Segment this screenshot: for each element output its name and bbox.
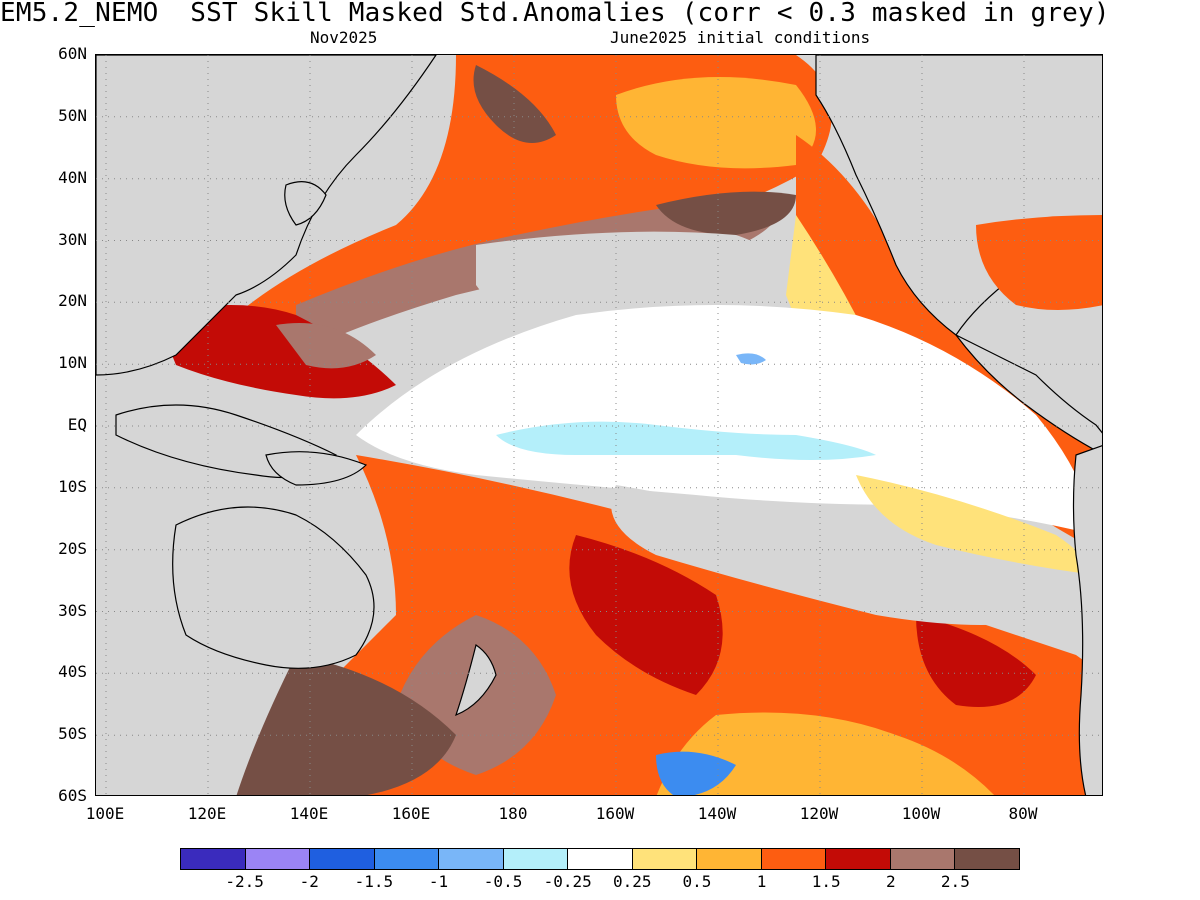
colorbar-tick-label: 1 — [756, 872, 767, 891]
colorbar-swatch — [826, 849, 891, 869]
southern-ocean-yellow — [656, 712, 995, 795]
australia-land — [172, 506, 375, 669]
new-guinea-land — [265, 451, 368, 486]
colorbar-tick-label: -0.25 — [543, 872, 592, 891]
lat-tick-label: 60S — [58, 786, 87, 805]
initial-conditions-label: June2025 initial conditions — [610, 28, 871, 47]
colorbar-tick-label: -0.5 — [483, 872, 523, 891]
north-pacific-brown-band — [473, 65, 556, 143]
lat-tick-label: 50S — [58, 724, 87, 744]
colorbar-swatch — [503, 849, 569, 869]
colorbar-swatch — [632, 849, 698, 869]
new-zealand-land — [455, 644, 497, 717]
lon-tick-label: 120W — [799, 804, 839, 823]
colorbar-swatch — [890, 849, 956, 869]
lat-tick-label: 10N — [58, 353, 87, 373]
lat-tick-label: 20S — [58, 538, 87, 558]
colorbar-tick-label: -2 — [299, 872, 319, 891]
colorbar-tick-label: 2 — [885, 872, 896, 891]
lat-tick-label: 40S — [58, 662, 87, 682]
lat-tick-label: 10S — [58, 476, 87, 496]
southern-ocean-brown — [236, 655, 456, 795]
lat-tick-label: 30N — [58, 229, 87, 249]
lat-tick-label: EQ — [67, 415, 87, 434]
lon-tick-label: 120E — [187, 804, 227, 823]
south-pacific-red-2 — [916, 615, 1036, 707]
colorbar-swatch — [568, 849, 633, 869]
lon-tick-label: 100E — [85, 804, 125, 823]
colorbar-swatch — [310, 849, 375, 869]
colorbar-tick-label: 2.5 — [940, 872, 970, 891]
colorbar-swatch — [955, 849, 1019, 869]
central-america-land — [955, 334, 1102, 455]
japan-land — [284, 181, 327, 226]
graticule — [96, 55, 1102, 795]
forecast-month: Nov2025 — [310, 28, 378, 47]
sst-anomaly-map — [95, 54, 1103, 796]
lat-tick-label: 40N — [58, 167, 87, 187]
south-pacific-red — [569, 535, 723, 695]
masked-north-central — [476, 231, 772, 308]
east-tropical-yellow — [856, 475, 1096, 575]
lon-tick-label: 100W — [901, 804, 941, 823]
west-pacific-brown — [276, 323, 376, 369]
colorbar-tick-label: -1.5 — [354, 872, 394, 891]
map-title: EM5.2_NEMO SST Skill Masked Std.Anomalie… — [0, 0, 1110, 28]
south-america-land — [1072, 445, 1102, 795]
west-pacific-red — [156, 305, 396, 399]
colorbar-swatch — [181, 849, 246, 869]
equatorial-blue-spot — [736, 353, 766, 365]
colorbar-swatch — [697, 849, 762, 869]
colorbar-swatch — [245, 849, 311, 869]
colorbar-tick-label: 0.25 — [613, 872, 652, 891]
equatorial-neutral-tongue — [356, 305, 1096, 535]
lon-tick-label: 180 — [498, 804, 528, 823]
colorbar-swatch — [761, 849, 827, 869]
subtropical-darkbrown — [656, 191, 796, 235]
colorbar-tick-label: 1.5 — [811, 872, 841, 891]
asia-land — [96, 55, 437, 376]
caribbean-warm — [976, 215, 1102, 310]
lat-tick-label: 20N — [58, 291, 87, 311]
colorbar — [180, 848, 1020, 870]
southern-ocean-blue — [656, 751, 736, 795]
lon-tick-label: 80W — [1008, 804, 1038, 823]
lon-tick-label: 160W — [595, 804, 635, 823]
north-pacific-yellow-band — [616, 77, 816, 169]
colorbar-tick-label: -2.5 — [225, 872, 264, 891]
lon-tick-label: 140W — [697, 804, 737, 823]
colorbar-swatch — [374, 849, 440, 869]
colorbar-tick-label: 0.5 — [682, 872, 712, 891]
lon-tick-label: 160E — [391, 804, 431, 823]
map-canvas — [96, 55, 1102, 795]
lat-tick-label: 60N — [58, 44, 87, 63]
masked-south-central — [611, 485, 1056, 625]
lat-tick-label: 30S — [58, 600, 87, 620]
equatorial-light-blue — [496, 421, 876, 460]
lon-tick-label: 140E — [289, 804, 329, 823]
colorbar-tick-label: -1 — [428, 872, 449, 891]
colorbar-swatch — [439, 849, 504, 869]
lat-tick-label: 50N — [58, 105, 87, 125]
